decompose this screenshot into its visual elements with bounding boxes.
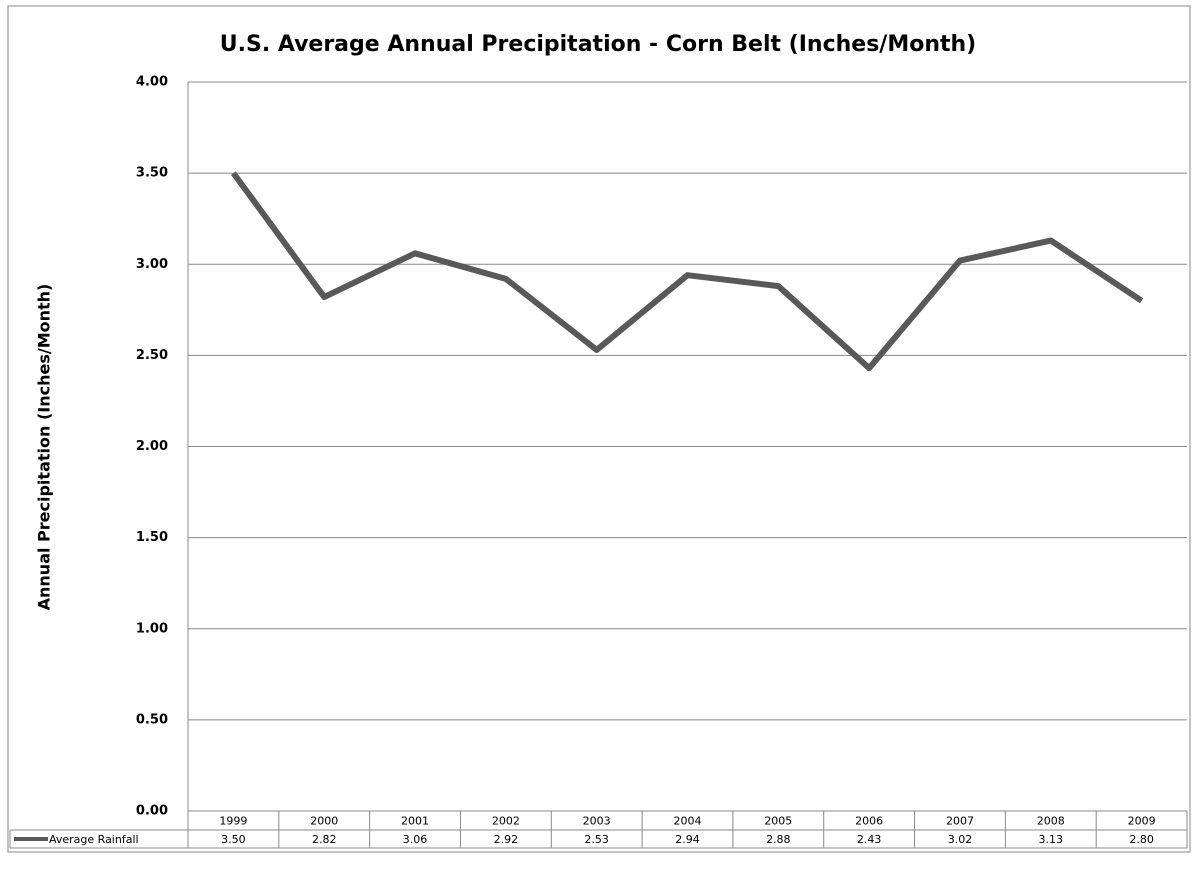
x-tick-label: 1999 xyxy=(219,815,247,828)
legend-label: Average Rainfall xyxy=(49,833,139,846)
x-tick-label: 2002 xyxy=(492,815,520,828)
data-line xyxy=(230,171,1144,372)
x-tick-label: 2004 xyxy=(674,815,702,828)
y-tick-label: 0.00 xyxy=(136,804,168,819)
data-label: 3.06 xyxy=(403,833,428,846)
data-label: 2.43 xyxy=(857,833,882,846)
data-label: 2.92 xyxy=(494,833,519,846)
x-tick-label: 2001 xyxy=(401,815,429,828)
data-label: 2.82 xyxy=(312,833,337,846)
y-tick-label: 4.00 xyxy=(136,75,168,90)
data-label: 3.13 xyxy=(1039,833,1064,846)
x-tick-label: 2006 xyxy=(855,815,883,828)
data-label: 2.53 xyxy=(584,833,609,846)
y-tick-label: 3.50 xyxy=(136,166,168,181)
x-tick-label: 2003 xyxy=(583,815,611,828)
data-label: 2.80 xyxy=(1129,833,1154,846)
x-tick-label: 2005 xyxy=(764,815,792,828)
x-tick-label: 2008 xyxy=(1037,815,1065,828)
y-tick-label: 1.00 xyxy=(136,621,168,636)
data-label: 3.50 xyxy=(221,833,246,846)
y-tick-label: 1.50 xyxy=(136,530,168,545)
x-tick-label: 2009 xyxy=(1128,815,1156,828)
y-tick-label: 2.00 xyxy=(136,439,168,454)
y-tick-label: 2.50 xyxy=(136,348,168,363)
x-tick-label: 2007 xyxy=(946,815,974,828)
data-label: 2.94 xyxy=(675,833,700,846)
data-label: 2.88 xyxy=(766,833,791,846)
data-label: 3.02 xyxy=(948,833,973,846)
x-tick-label: 2000 xyxy=(310,815,338,828)
chart-frame xyxy=(7,5,1191,853)
y-tick-label: 0.50 xyxy=(136,712,168,727)
y-tick-label: 3.00 xyxy=(136,257,168,272)
y-axis-label: Annual Precipitation (Inches/Month) xyxy=(35,284,54,611)
chart-title: U.S. Average Annual Precipitation - Corn… xyxy=(220,32,976,57)
